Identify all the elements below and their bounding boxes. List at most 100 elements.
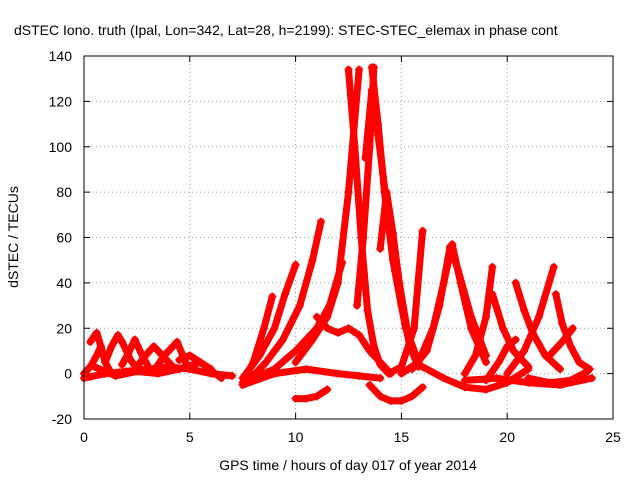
arc-series (545, 324, 577, 360)
data-point (439, 374, 448, 383)
data-point (575, 358, 584, 367)
data-point (410, 324, 419, 333)
data-point (344, 188, 353, 197)
data-point (302, 394, 311, 403)
data-point (111, 371, 120, 380)
data-point (323, 324, 332, 333)
data-point (471, 351, 480, 360)
data-point (365, 380, 374, 389)
x-axis-label: GPS time / hours of day 017 of year 2014 (219, 457, 477, 473)
data-point (238, 374, 247, 383)
arc-series (291, 385, 332, 403)
data-point (141, 351, 150, 360)
data-point (355, 331, 364, 340)
y-tick-label: 100 (49, 139, 73, 155)
data-point (238, 380, 247, 389)
data-point (355, 371, 364, 380)
data-point (355, 65, 364, 74)
data-point (344, 324, 353, 333)
data-point (130, 335, 139, 344)
data-point (545, 351, 554, 360)
data-point (118, 360, 127, 369)
arc-track (524, 367, 592, 387)
data-point (101, 358, 110, 367)
arc-track (292, 386, 331, 403)
y-tick-label: 60 (56, 230, 72, 246)
data-point (388, 228, 397, 237)
x-tick-label: 0 (80, 429, 88, 445)
data-point (312, 312, 321, 321)
data-point (418, 383, 427, 392)
data-point (524, 362, 533, 371)
data-point (333, 278, 342, 287)
data-point (503, 342, 512, 351)
data-point (556, 365, 565, 374)
data-point (376, 358, 385, 367)
data-point (395, 278, 404, 287)
data-point (154, 369, 163, 378)
data-point (482, 351, 491, 360)
data-point (92, 351, 101, 360)
data-point (551, 290, 560, 299)
data-point (568, 324, 577, 333)
arc-track (101, 331, 143, 375)
data-point (587, 374, 596, 383)
ticks: 0 5 10 15 20 25 -20 0 20 40 60 80 100 120 140 (49, 48, 621, 445)
data-point (407, 365, 416, 374)
data-point (323, 385, 332, 394)
y-tick-label: 80 (56, 184, 72, 200)
data-point (255, 351, 264, 360)
x-tick-label: 5 (186, 429, 194, 445)
data-point (482, 385, 491, 394)
x-tick-label: 20 (499, 429, 515, 445)
data-point (281, 290, 290, 299)
data-point (435, 301, 444, 310)
y-tick-label: 0 (64, 366, 72, 382)
data-point (446, 242, 455, 251)
data-point (96, 342, 105, 351)
data-point (492, 374, 501, 383)
data-point (583, 367, 592, 376)
data-point (386, 396, 395, 405)
arc-track (366, 381, 427, 405)
arc-series (376, 188, 423, 367)
data-point (261, 358, 270, 367)
data-point (422, 346, 431, 355)
data-point (534, 312, 543, 321)
arc-track (245, 218, 325, 384)
arc-series (460, 262, 497, 378)
data-point (312, 392, 321, 401)
data-point (149, 342, 158, 351)
data-point (418, 362, 427, 371)
data-point (270, 324, 279, 333)
data-point (228, 371, 237, 380)
data-point (160, 351, 169, 360)
data-point (333, 369, 342, 378)
arc-track (313, 313, 395, 378)
data-marks (80, 63, 596, 405)
data-point (323, 312, 332, 321)
data-point (333, 328, 342, 337)
data-point (549, 262, 558, 271)
y-axis-label: dSTEC / TECUs (5, 186, 21, 288)
data-point (217, 374, 226, 383)
data-point (482, 358, 491, 367)
y-tick-label: 120 (49, 93, 73, 109)
arc-series (291, 65, 364, 367)
data-point (361, 154, 370, 163)
data-point (316, 217, 325, 226)
data-point (376, 374, 385, 383)
arc-track (175, 352, 215, 373)
x-tick-label: 10 (288, 429, 304, 445)
data-point (566, 376, 575, 385)
y-tick-label: -20 (52, 411, 72, 427)
data-point (460, 369, 469, 378)
data-point (166, 344, 175, 353)
data-point (382, 188, 391, 197)
data-point (291, 260, 300, 269)
arc-series (365, 380, 427, 405)
data-point (494, 358, 503, 367)
chart-title: dSTEC Iono. truth (Ipal, Lon=342, Lat=28… (14, 22, 558, 38)
data-point (268, 292, 277, 301)
